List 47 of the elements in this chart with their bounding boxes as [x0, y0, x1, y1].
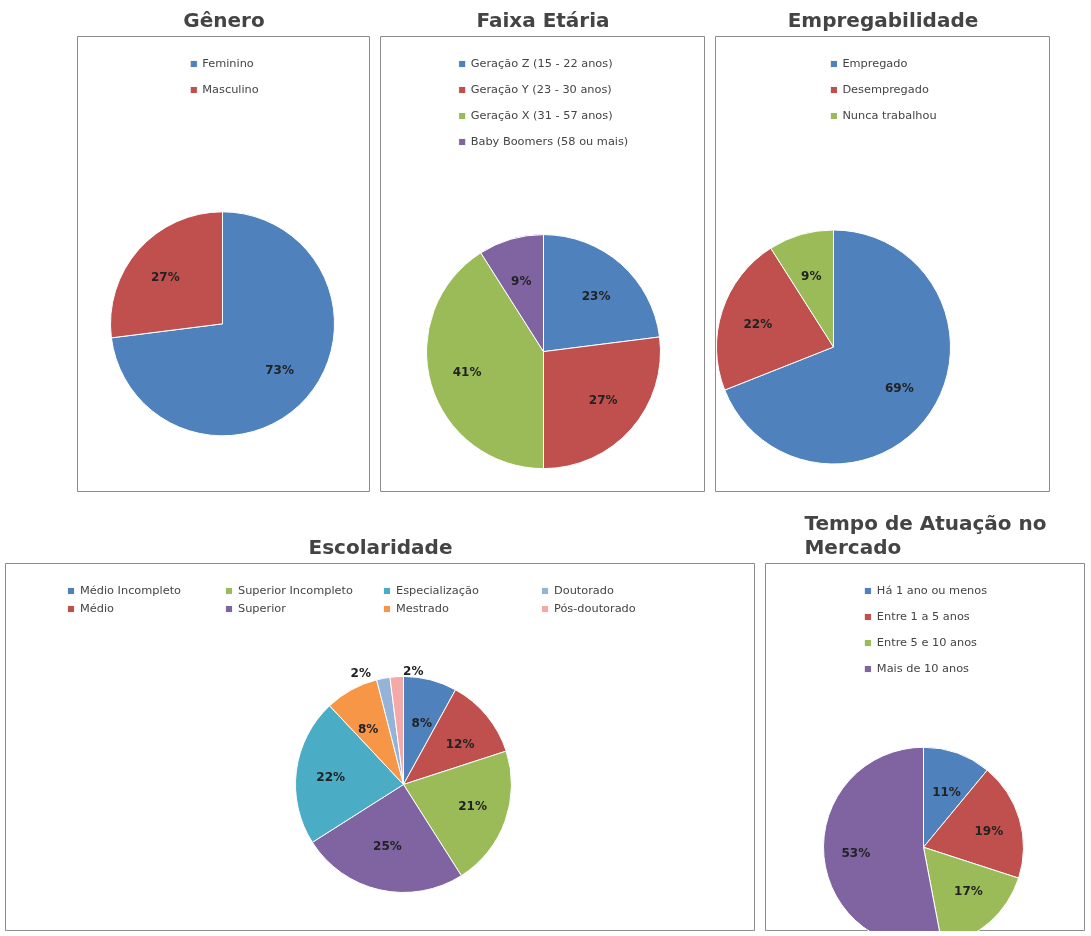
legend-label: Mestrado — [396, 601, 450, 615]
legend-label: Superior — [238, 601, 287, 615]
legend-label: Pós-doutorado — [554, 601, 637, 615]
legend-label: Médio Incompleto — [80, 583, 182, 597]
legend-label: Geração Y (23 - 30 anos) — [470, 82, 612, 96]
data-label: 9% — [801, 269, 822, 284]
legend-label: Geração X (31 - 57 anos) — [470, 108, 613, 122]
legend-label: Mais de 10 anos — [876, 661, 969, 675]
data-label: 2% — [350, 666, 371, 681]
legend-label: Médio — [80, 601, 115, 615]
data-label: 22% — [743, 317, 773, 332]
legend-label: Há 1 ano ou menos — [876, 583, 988, 597]
data-label: 11% — [932, 785, 961, 800]
legend-label: Masculino — [202, 82, 259, 96]
data-label: 41% — [452, 365, 482, 380]
data-label: 27% — [151, 270, 180, 285]
data-label: 25% — [373, 839, 402, 854]
legend-label: Geração Z (15 - 22 anos) — [470, 56, 613, 70]
chart-title: Tempo de Atuação no Mercado — [804, 510, 1047, 559]
data-label: 8% — [357, 722, 379, 737]
data-label: 2% — [403, 664, 424, 679]
legend-label: Doutorado — [554, 583, 615, 597]
chart-title: Gênero — [183, 7, 265, 32]
data-label: 73% — [265, 363, 294, 378]
legend-label: Feminino — [202, 56, 254, 70]
legend-label: Entre 5 e 10 anos — [876, 635, 977, 649]
data-label: 12% — [445, 737, 475, 752]
data-label: 69% — [884, 381, 914, 396]
chart-title: Escolaridade — [308, 534, 453, 559]
data-label: 53% — [841, 845, 871, 860]
data-label: 17% — [954, 884, 983, 899]
data-label: 21% — [458, 798, 487, 813]
data-label: 19% — [974, 823, 1004, 838]
legend-label: Superior Incompleto — [238, 583, 354, 597]
data-label: 27% — [588, 393, 618, 408]
legend-label: Desempregado — [842, 82, 929, 96]
legend-label: Nunca trabalhou — [842, 108, 937, 122]
data-label: 22% — [316, 769, 346, 784]
data-label: 23% — [581, 289, 611, 304]
legend-label: Empregado — [842, 56, 908, 70]
legend-label: Entre 1 a 5 anos — [876, 609, 970, 623]
chart-title: Empregabilidade — [787, 7, 979, 32]
data-label: 9% — [511, 273, 532, 288]
data-label: 8% — [411, 716, 432, 731]
legend-label: Baby Boomers (58 ou mais) — [470, 134, 629, 148]
chart-title: Faixa Etária — [476, 7, 610, 32]
legend-label: Especialização — [396, 583, 480, 597]
